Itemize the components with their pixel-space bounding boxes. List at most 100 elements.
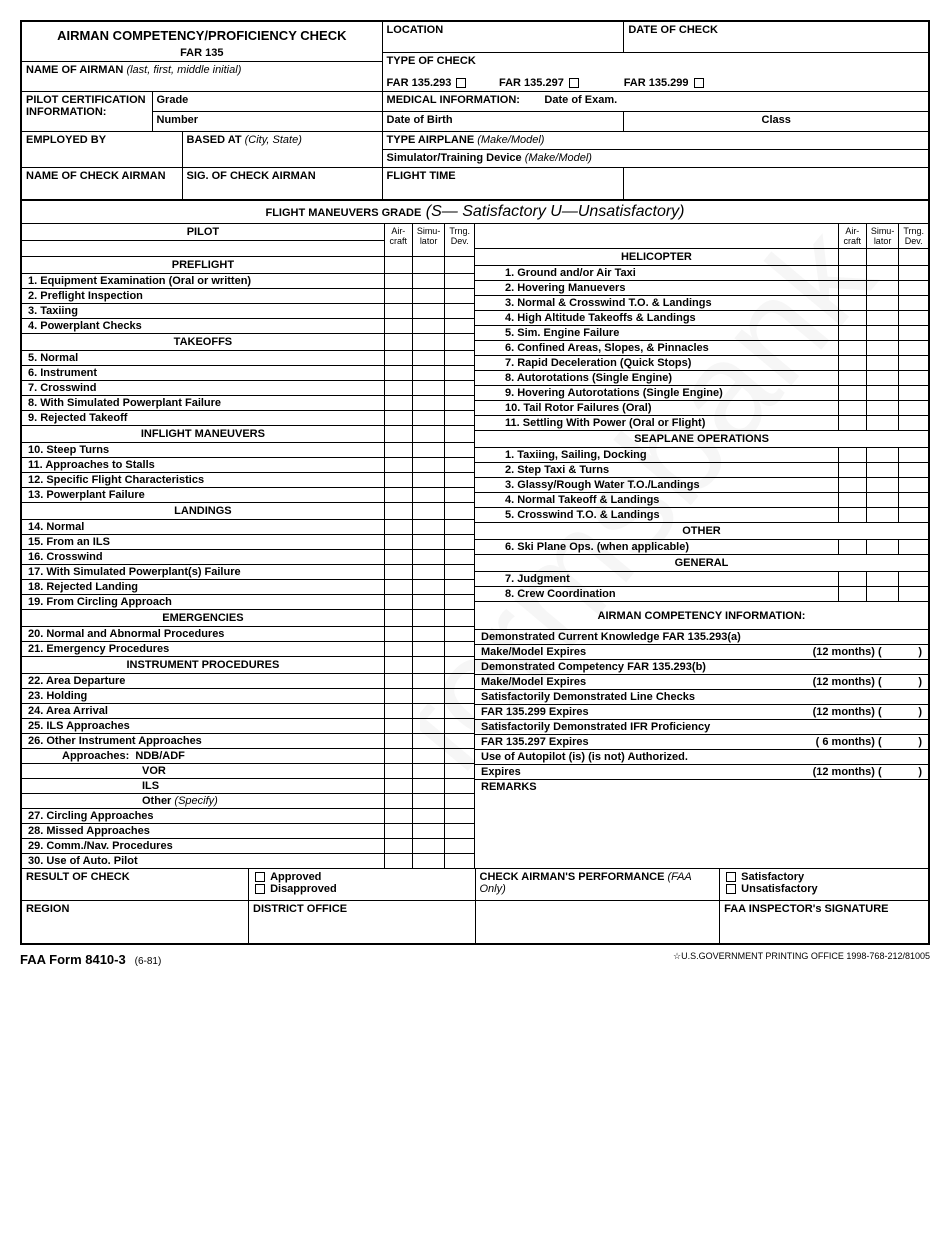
s-2: 2. Step Taxi & Turns [475,463,838,478]
disapproved-checkbox[interactable] [255,884,265,894]
far297-label: FAR 135.297 [499,77,564,89]
g-7: 7. Judgment [475,572,838,587]
h-2: 2. Hovering Manuevers [475,281,838,296]
date-check-label: DATE OF CHECK [628,24,718,36]
to-9: 9. Rejected Takeoff [22,411,384,426]
right-maneuvers-table: Air-craft Simu-lator Trng. Dev. HELICOPT… [475,223,928,848]
appr-other: Other (Specify) [22,794,384,809]
if-10: 10. Steep Turns [22,443,384,458]
takeoffs-hdr: TAKEOFFS [22,334,384,351]
pilot-cert-label: PILOT CERTIFICATION INFORMATION: [26,94,146,118]
far293-label: FAR 135.293 [387,77,452,89]
unsatisfactory-checkbox[interactable] [726,884,736,894]
based-at-hint: (City, State) [245,134,302,146]
airman-name-label: NAME OF AIRMAN [26,64,123,76]
h-6: 6. Confined Areas, Slopes, & Pinnacles [475,341,838,356]
inflight-hdr: INFLIGHT MANEUVERS [22,426,384,443]
in-29: 29. Comm./Nav. Procedures [22,839,384,854]
in-27: 27. Circling Approaches [22,809,384,824]
s-1: 1. Taxiing, Sailing, Docking [475,448,838,463]
form-rev: (6-81) [135,956,162,967]
s-4: 4. Normal Takeoff & Landings [475,493,838,508]
h-7: 7. Rapid Deceleration (Quick Stops) [475,356,838,371]
col-aircraft-l: Air-craft [384,224,412,257]
em-21: 21. Emergency Procedures [22,642,384,657]
approved-checkbox[interactable] [255,872,265,882]
col-trng-r: Trng. Dev. [899,224,928,249]
seaplane-hdr: SEAPLANE OPERATIONS [475,431,928,448]
maneuvers-grade-label: FLIGHT MANEUVERS GRADE [265,207,421,219]
pf-3: 3. Taxiing [22,304,384,319]
far299-checkbox[interactable] [694,78,704,88]
class-label: Class [762,114,791,126]
c-2: Make/Model Expires(12 months) ( ) [475,645,928,660]
ld-18: 18. Rejected Landing [22,580,384,595]
h-10: 10. Tail Rotor Failures (Oral) [475,401,838,416]
approved-label: Approved [270,871,321,883]
in-24: 24. Area Arrival [22,704,384,719]
if-11: 11. Approaches to Stalls [22,458,384,473]
c-3: Demonstrated Competency FAR 135.293(b) [475,660,928,675]
form-container: AIRMAN COMPETENCY/PROFICIENCY CHECK FAR … [20,20,930,945]
gpo-line: ☆U.S.GOVERNMENT PRINTING OFFICE 1998-768… [673,951,930,969]
general-hdr: GENERAL [475,555,928,572]
c-6: FAR 135.299 Expires(12 months) ( ) [475,705,928,720]
far293-checkbox[interactable] [456,78,466,88]
far297-checkbox[interactable] [569,78,579,88]
medical-label: MEDICAL INFORMATION: [387,94,520,106]
col-simulator-l: Simu-lator [412,224,445,257]
grade-label: Grade [157,94,189,106]
pf-4: 4. Powerplant Checks [22,319,384,334]
c-5: Satisfactorily Demonstrated Line Checks [475,690,928,705]
c-4: Make/Model Expires(12 months) ( ) [475,675,928,690]
form-title: AIRMAN COMPETENCY/PROFICIENCY CHECK [26,24,378,47]
satisfactory-checkbox[interactable] [726,872,736,882]
left-maneuvers-table: PILOT Air-craft Simu-lator Trng. Dev. PR… [22,223,474,868]
ld-16: 16. Crosswind [22,550,384,565]
in-22: 22. Area Departure [22,674,384,689]
to-6: 6. Instrument [22,366,384,381]
if-13: 13. Powerplant Failure [22,488,384,503]
district-label: DISTRICT OFFICE [253,903,347,915]
in-25: 25. ILS Approaches [22,719,384,734]
bottom-table: RESULT OF CHECK Approved Disapproved CHE… [22,868,928,943]
preflight-hdr: PREFLIGHT [22,257,384,274]
perf-label: CHECK AIRMAN'S PERFORMANCE [480,871,665,883]
based-at-label: BASED AT [187,134,242,146]
in-30: 30. Use of Auto. Pilot [22,854,384,869]
instr-hdr: INSTRUMENT PROCEDURES [22,657,384,674]
make-model-hint1: (Make/Model) [477,134,544,146]
c-8: FAR 135.297 Expires( 6 months) ( ) [475,735,928,750]
page-footer: FAA Form 8410-3 (6-81) ☆U.S.GOVERNMENT P… [20,945,930,969]
unsat-label: Unsatisfactory [741,883,817,895]
type-airplane-label: TYPE AIRPLANE [387,134,475,146]
dob-label: Date of Birth [387,114,453,126]
ld-19: 19. From Circling Approach [22,595,384,610]
header-table: AIRMAN COMPETENCY/PROFICIENCY CHECK FAR … [22,22,928,200]
landings-hdr: LANDINGS [22,503,384,520]
disapproved-label: Disapproved [270,883,337,895]
c-1: Demonstrated Current Knowledge FAR 135.2… [475,630,928,645]
simulator-label: Simulator/Training Device [387,152,522,164]
faa-sig-label: FAA INSPECTOR's SIGNATURE [724,903,888,915]
if-12: 12. Specific Flight Characteristics [22,473,384,488]
h-11: 11. Settling With Power (Oral or Flight) [475,416,838,431]
g-8: 8. Crew Coordination [475,587,838,602]
ld-15: 15. From an ILS [22,535,384,550]
pilot-header: PILOT [22,224,384,241]
heli-hdr: HELICOPTER [475,249,838,266]
h-8: 8. Autorotations (Single Engine) [475,371,838,386]
pf-1: 1. Equipment Examination (Oral or writte… [22,274,384,289]
form-number: FAA Form 8410-3 [20,952,126,967]
s-5: 5. Crosswind T.O. & Landings [475,508,838,523]
pf-2: 2. Preflight Inspection [22,289,384,304]
h-4: 4. High Altitude Takeoffs & Landings [475,311,838,326]
result-label: RESULT OF CHECK [26,871,130,883]
airman-name-hint: (last, first, middle initial) [126,64,241,76]
to-8: 8. With Simulated Powerplant Failure [22,396,384,411]
col-simulator-r: Simu-lator [866,224,899,249]
flight-time-label: FLIGHT TIME [387,170,456,182]
location-label: LOCATION [387,24,444,36]
type-check-label: TYPE OF CHECK [387,55,476,67]
in-26: 26. Other Instrument Approaches [22,734,384,749]
